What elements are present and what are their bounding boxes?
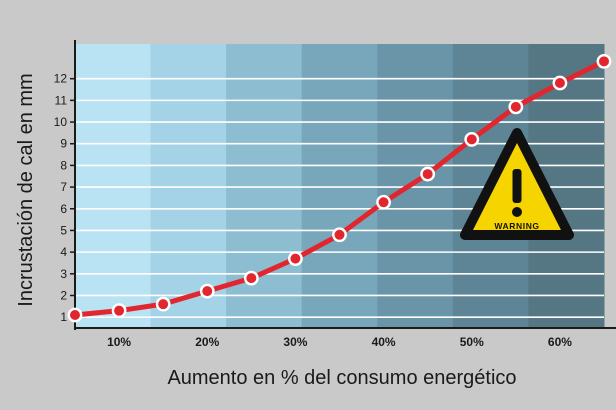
plot-band (301, 44, 378, 328)
warning-sign: WARNING (460, 128, 574, 240)
y-tick-label: 1 (60, 310, 67, 324)
y-tick-label: 6 (60, 202, 67, 216)
y-tick-label: 3 (60, 267, 67, 281)
x-tick-label: 60% (548, 335, 572, 349)
y-tick-label: 12 (54, 72, 68, 86)
y-axis-label: Incrustación de cal en mm (15, 73, 37, 306)
y-tick-label: 4 (60, 245, 67, 259)
axes (74, 40, 616, 330)
data-point (288, 251, 303, 267)
warning-exclamation-bar (512, 169, 522, 203)
y-tick-label: 7 (60, 180, 67, 194)
plot-band (75, 44, 152, 328)
y-tick-label: 8 (60, 158, 67, 172)
plot-band (226, 44, 303, 328)
plot-band (150, 44, 227, 328)
data-point (155, 296, 171, 312)
warning-label: WARNING (494, 221, 539, 231)
data-point (243, 270, 259, 286)
y-tick-label: 2 (60, 288, 67, 302)
data-point (420, 166, 436, 182)
y-tick-label: 9 (60, 137, 67, 151)
x-tick-label: 30% (283, 335, 307, 349)
x-tick-label: 40% (372, 335, 396, 349)
plot-band (377, 44, 454, 328)
data-point (552, 75, 568, 91)
data-point (376, 194, 391, 210)
y-tick-label: 10 (54, 115, 68, 129)
data-point (67, 307, 83, 323)
x-tick-label: 20% (195, 335, 219, 349)
x-tick-label: 50% (460, 335, 484, 349)
warning-exclamation-dot (512, 207, 522, 217)
data-point (508, 99, 524, 115)
x-axis-label: Aumento en % del consumo energético (167, 367, 516, 389)
data-point (596, 53, 612, 69)
data-point (464, 131, 480, 147)
y-tick-label: 11 (55, 93, 68, 107)
y-tick-label: 5 (60, 223, 67, 237)
plot-background-bands (75, 44, 605, 328)
data-point (111, 303, 127, 319)
data-point (332, 227, 347, 243)
x-tick-labels: 10% 20% 30% 40% 50% 60% (107, 335, 572, 349)
data-point (199, 283, 215, 299)
x-tick-label: 10% (107, 335, 131, 349)
data-points (67, 53, 612, 323)
